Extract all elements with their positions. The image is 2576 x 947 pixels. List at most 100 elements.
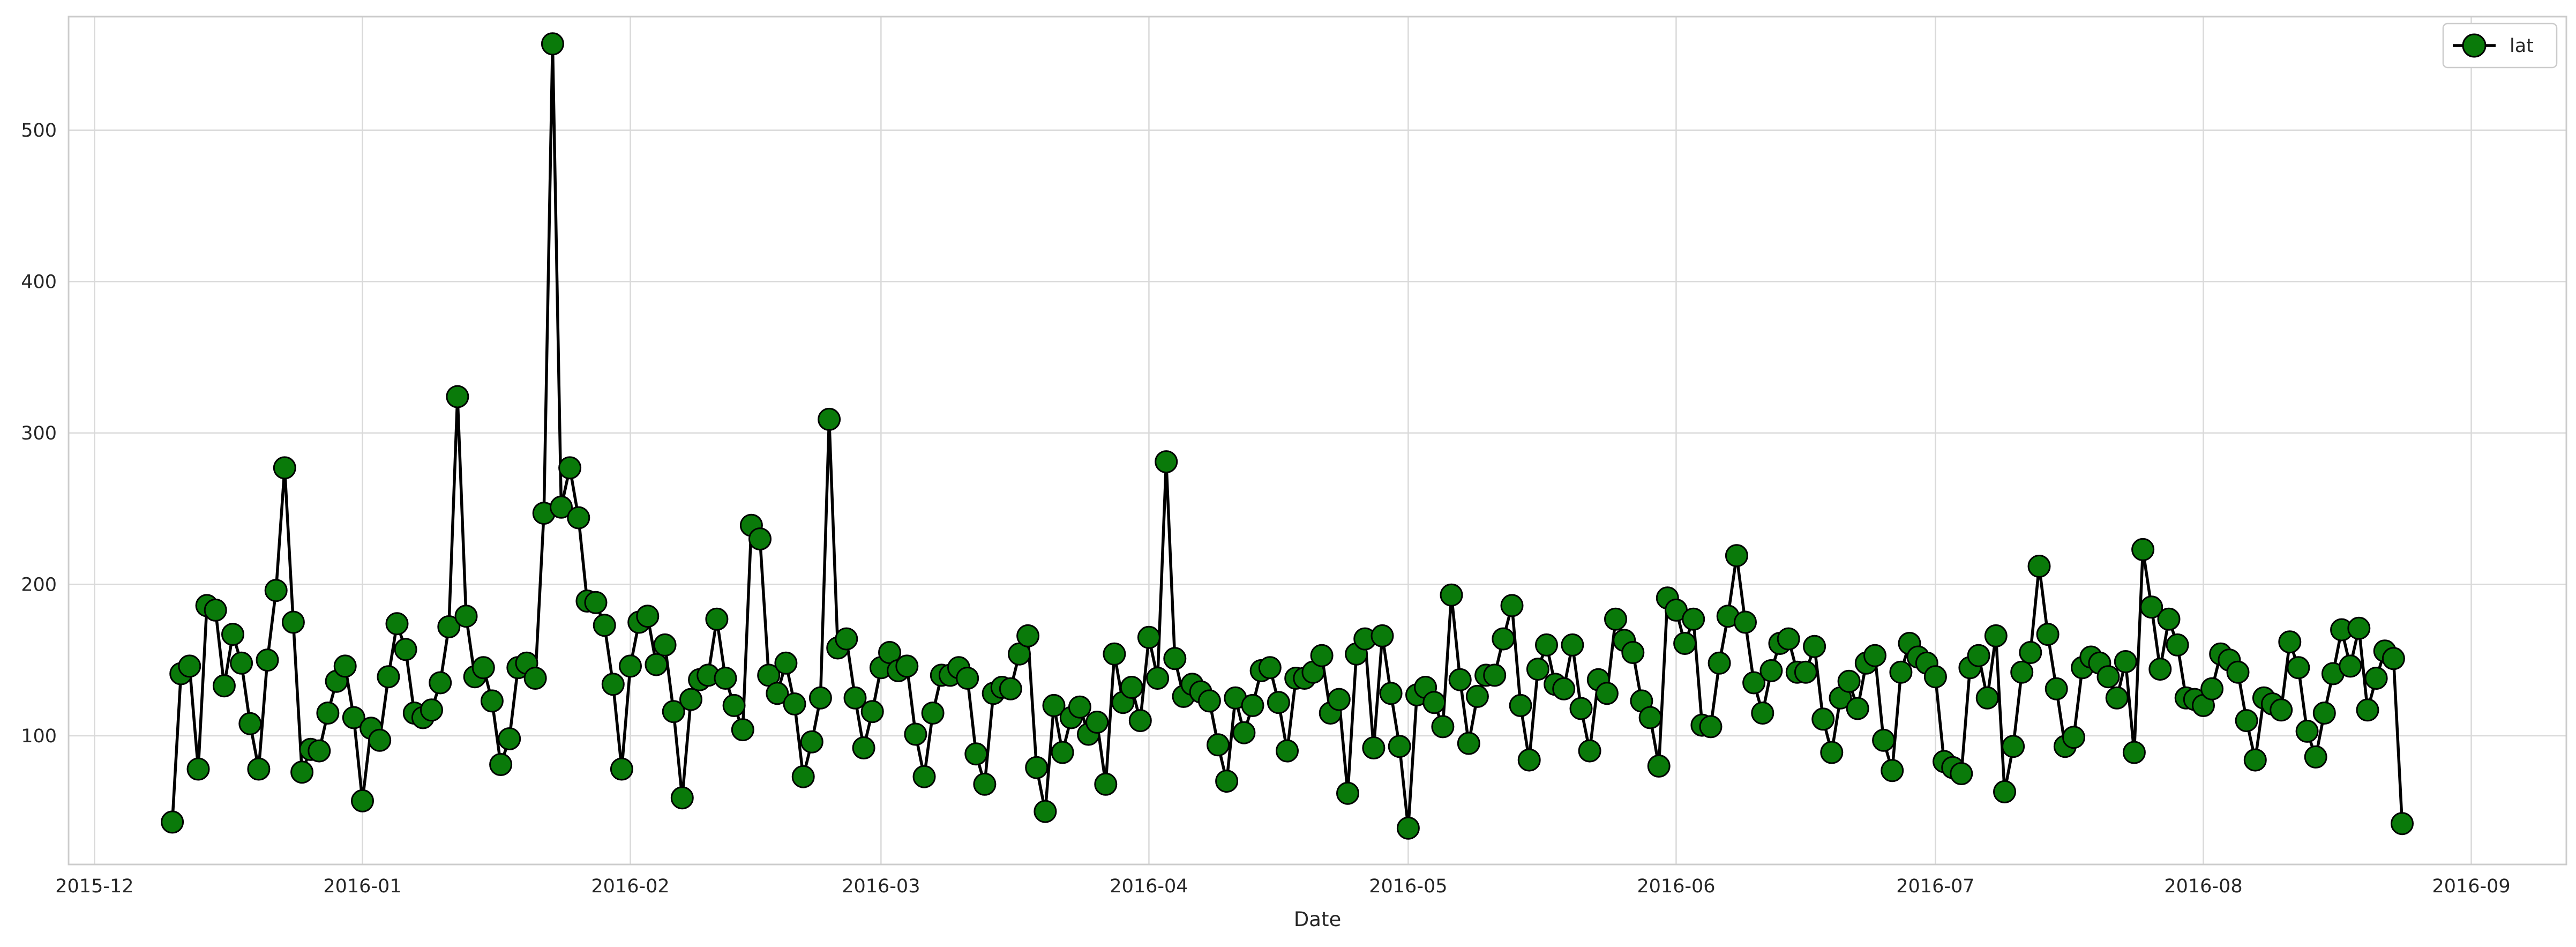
data-point [774,651,798,675]
data-point [446,385,469,408]
data-point [1811,707,1835,731]
data-point [964,742,988,766]
data-point [2278,630,2302,654]
data-point [247,757,271,781]
data-point [1120,676,1143,699]
data-point [454,605,478,628]
data-point [204,598,227,622]
data-point [1500,594,1524,617]
data-point [1923,665,1947,689]
data-point [860,700,884,724]
y-tick-label: 300 [21,423,57,444]
data-point [1103,642,1126,666]
data-point [2096,665,2120,689]
data-point [1051,741,1074,764]
data-point [2148,658,2172,681]
data-point [999,677,1022,700]
legend-marker-swatch [2462,33,2487,58]
data-point [377,665,400,689]
data-point [1820,741,1844,764]
data-point [2045,677,2068,700]
data-point [550,495,573,519]
data-point [273,456,296,480]
data-point [2062,726,2085,749]
data-point [1569,697,1593,720]
x-tick-label: 2016-04 [1110,876,1188,897]
data-point [584,591,608,614]
data-point [1708,651,1731,675]
data-point [1699,715,1723,739]
x-tick-label: 2016-07 [1896,876,1974,897]
data-point [2270,698,2293,722]
data-point [541,32,564,56]
x-tick-label: 2016-06 [1637,876,1715,897]
data-point [2036,623,2060,646]
data-point [662,700,685,724]
data-point [238,712,262,735]
data-point [178,654,201,678]
data-point [766,682,789,705]
data-point [2002,735,2025,758]
data-point [1025,756,1049,779]
data-point [1526,658,1549,681]
data-point [722,694,746,717]
data-point [808,686,832,710]
data-point [1207,733,1230,757]
data-point [498,727,521,750]
data-point [1422,691,1446,714]
data-point [1638,706,1662,729]
data-point [791,765,815,788]
data-point [1215,770,1239,793]
data-point [1128,709,1152,733]
data-point [2356,698,2379,722]
data-point [2295,719,2319,743]
data-point [818,407,841,431]
data-point [1552,677,1576,700]
data-point [1872,728,1896,752]
data-point [1362,736,1386,759]
data-point [1388,735,1411,758]
data-point [1751,702,1774,725]
data-point [1846,697,1869,720]
data-point [1742,671,1766,695]
data-point [161,810,184,834]
data-point [1276,739,1299,763]
data-point [1975,686,1999,710]
x-tick-label: 2016-08 [2164,876,2242,897]
data-point [186,757,210,781]
data-point [705,607,729,631]
data-point [1146,667,1170,690]
data-point [1734,610,1757,634]
x-axis-label: Date [1294,908,1341,931]
data-point [316,702,340,725]
data-point [523,667,547,690]
data-point [308,739,331,763]
data-point [558,456,582,480]
data-point [895,654,919,678]
data-point [912,765,936,788]
data-point [636,605,660,628]
data-point [1604,607,1627,631]
data-point [601,673,625,696]
data-point [1440,583,1463,607]
data-point [956,667,979,690]
data-point [1267,691,1290,714]
data-point [2140,595,2163,619]
data-point [1673,632,1697,655]
y-tick-label: 100 [21,726,57,747]
data-point [1777,627,1800,651]
data-point [2364,667,2388,690]
data-point [1431,715,1455,739]
data-point [2304,745,2327,769]
data-point [1517,748,1541,772]
data-point [1163,647,1187,670]
y-tick-label: 200 [21,574,57,595]
data-point [2339,654,2362,678]
data-point [221,623,244,646]
data-point [835,627,858,651]
data-point [921,702,945,725]
x-tick-label: 2015-12 [55,876,133,897]
data-point [351,789,374,812]
data-point [2243,748,2267,772]
